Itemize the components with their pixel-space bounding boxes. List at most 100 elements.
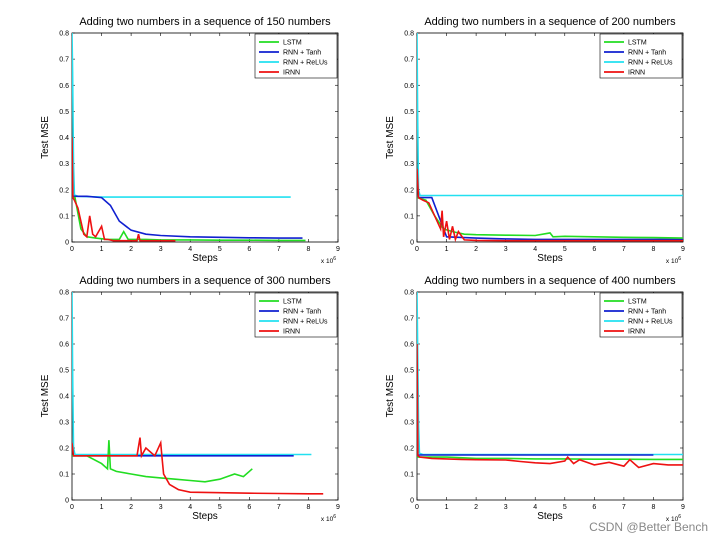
x-tick-label: 3: [159, 246, 163, 253]
y-tick-label: 0.6: [59, 83, 69, 90]
x-tick-label: 9: [681, 504, 685, 511]
x-tick-label: 5: [218, 246, 222, 253]
x-tick-label: 6: [247, 504, 251, 511]
series-line-rnn-relus: [72, 33, 291, 198]
x-tick-label: 2: [129, 246, 133, 253]
series-line-rnn-tanh: [72, 195, 303, 239]
series-line-irnn: [417, 343, 683, 469]
y-axis-label: Test MSE: [385, 116, 396, 159]
legend-label: RNN + ReLUs: [628, 60, 673, 67]
x-tick-label: 3: [504, 246, 508, 253]
x-tick-label: 1: [445, 246, 449, 253]
series-line-irnn: [417, 168, 683, 242]
y-tick-label: 0.5: [59, 109, 69, 116]
chart-panel-1: Adding two numbers in a sequence of 150 …: [40, 16, 340, 265]
legend-label: LSTM: [628, 299, 647, 306]
y-tick-label: 0: [65, 240, 69, 247]
x-tick-label: 0: [415, 504, 419, 511]
chart-title: Adding two numbers in a sequence of 150 …: [79, 16, 331, 28]
chart-title: Adding two numbers in a sequence of 200 …: [424, 16, 676, 28]
chart-title: Adding two numbers in a sequence of 300 …: [79, 275, 331, 287]
x-tick-label: 4: [188, 504, 192, 511]
y-tick-label: 0.3: [59, 161, 69, 168]
legend-label: RNN + ReLUs: [628, 319, 673, 326]
legend-label: RNN + Tanh: [628, 309, 666, 316]
x-tick-label: 1: [100, 504, 104, 511]
x-axis-multiplier: x 106: [666, 514, 681, 523]
x-axis-multiplier: x 106: [321, 514, 336, 523]
x-axis-label: Steps: [192, 253, 218, 264]
y-tick-label: 0.4: [59, 394, 69, 401]
y-tick-label: 0: [410, 240, 414, 247]
x-tick-label: 4: [533, 504, 537, 511]
x-axis-label: Steps: [537, 511, 563, 522]
x-tick-label: 2: [474, 504, 478, 511]
chart-panel-4: Adding two numbers in a sequence of 400 …: [385, 275, 685, 523]
series-line-lstm: [72, 440, 253, 483]
y-axis-label: Test MSE: [40, 116, 51, 159]
y-tick-label: 0.3: [59, 420, 69, 427]
x-tick-label: 4: [188, 246, 192, 253]
x-tick-label: 8: [651, 246, 655, 253]
x-tick-label: 9: [336, 504, 340, 511]
x-tick-label: 7: [277, 246, 281, 253]
x-axis-label: Steps: [192, 511, 218, 522]
legend-label: LSTM: [628, 40, 647, 47]
x-tick-label: 5: [218, 504, 222, 511]
y-tick-label: 0.8: [404, 290, 414, 297]
y-tick-label: 0.8: [404, 31, 414, 38]
y-tick-label: 0.2: [404, 187, 414, 194]
x-tick-label: 9: [681, 246, 685, 253]
x-axis-label: Steps: [537, 253, 563, 264]
series-line-lstm: [72, 196, 306, 242]
legend-label: IRNN: [283, 329, 300, 336]
legend-label: LSTM: [283, 299, 302, 306]
legend-label: IRNN: [283, 70, 300, 77]
y-tick-label: 0.3: [404, 420, 414, 427]
chart-title: Adding two numbers in a sequence of 400 …: [424, 275, 676, 287]
legend-box: [254, 33, 338, 79]
x-tick-label: 6: [592, 246, 596, 253]
y-tick-label: 0.4: [404, 135, 414, 142]
legend-label: RNN + Tanh: [283, 50, 321, 57]
y-tick-label: 0.7: [404, 57, 414, 64]
series-line-lstm: [417, 196, 683, 239]
y-tick-label: 0: [65, 498, 69, 505]
series-line-irnn: [72, 437, 324, 495]
series-line-lstm: [417, 456, 683, 461]
legend-box: [254, 292, 338, 338]
x-tick-label: 2: [129, 504, 133, 511]
x-tick-label: 0: [415, 246, 419, 253]
y-tick-label: 0: [410, 498, 414, 505]
x-tick-label: 7: [622, 504, 626, 511]
chart-panel-2: Adding two numbers in a sequence of 200 …: [385, 16, 685, 265]
x-tick-label: 5: [563, 246, 567, 253]
legend-label: IRNN: [628, 329, 645, 336]
x-tick-label: 8: [306, 504, 310, 511]
x-axis-multiplier: x 106: [321, 256, 336, 265]
y-tick-label: 0.5: [404, 368, 414, 375]
series-line-rnn-relus: [72, 292, 312, 456]
x-tick-label: 0: [70, 504, 74, 511]
y-tick-label: 0.8: [59, 31, 69, 38]
legend-label: RNN + Tanh: [628, 50, 666, 57]
y-tick-label: 0.1: [59, 472, 69, 479]
legend-label: RNN + Tanh: [283, 309, 321, 316]
x-tick-label: 9: [336, 246, 340, 253]
y-tick-label: 0.8: [59, 290, 69, 297]
y-axis-label: Test MSE: [385, 374, 396, 417]
x-tick-label: 7: [622, 246, 626, 253]
y-axis-label: Test MSE: [40, 374, 51, 417]
x-tick-label: 6: [592, 504, 596, 511]
legend-label: RNN + ReLUs: [283, 60, 328, 67]
x-tick-label: 1: [100, 246, 104, 253]
x-tick-label: 8: [651, 504, 655, 511]
y-tick-label: 0.5: [59, 368, 69, 375]
y-tick-label: 0.7: [404, 316, 414, 323]
y-tick-label: 0.6: [404, 342, 414, 349]
y-tick-label: 0.4: [59, 135, 69, 142]
x-tick-label: 7: [277, 504, 281, 511]
watermark: CSDN @Better Bench: [589, 520, 708, 534]
y-tick-label: 0.3: [404, 161, 414, 168]
